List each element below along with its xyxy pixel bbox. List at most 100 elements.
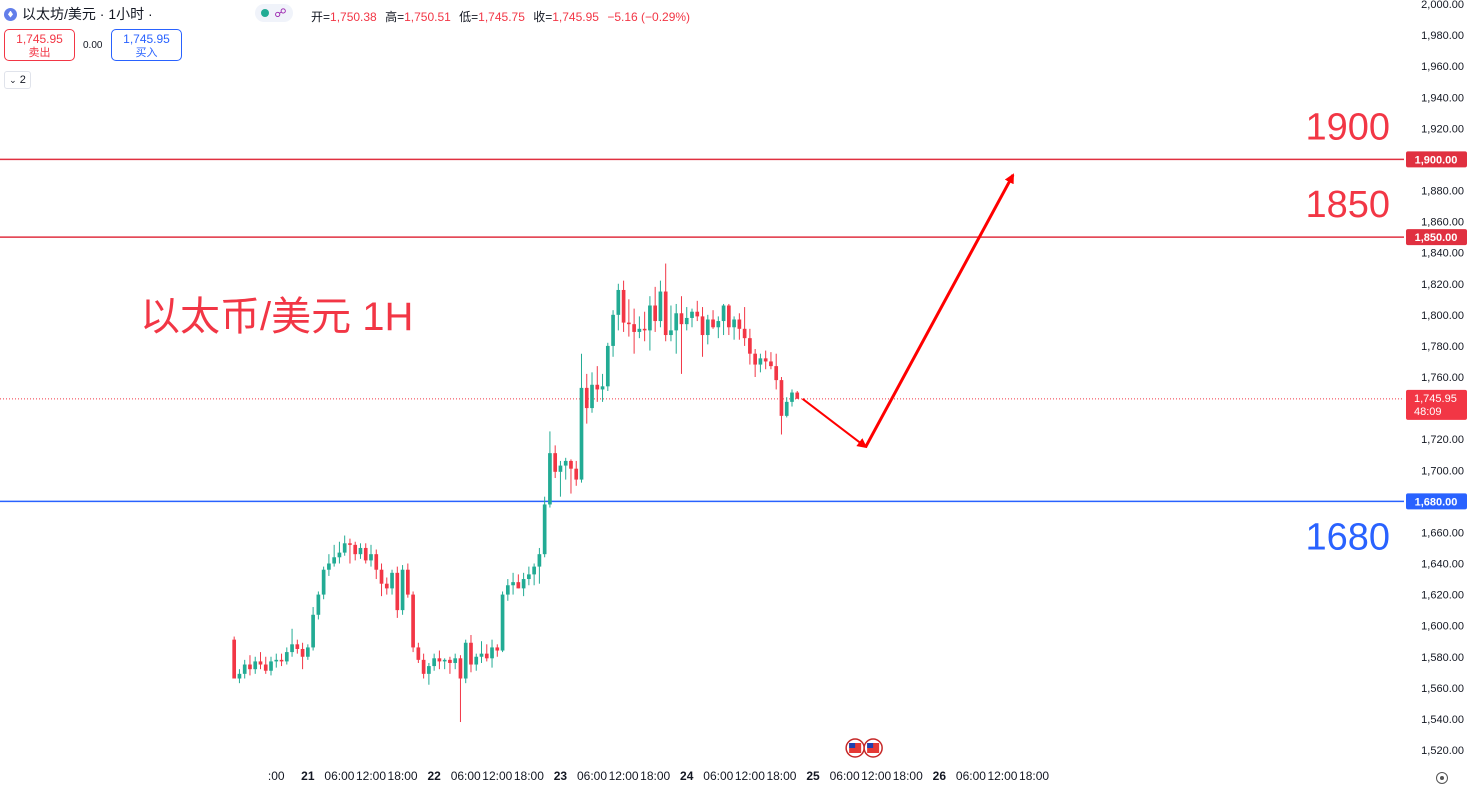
- buy-button[interactable]: 1,745.95 买入: [111, 29, 182, 61]
- candle-body[interactable]: [690, 311, 694, 318]
- candle-body[interactable]: [311, 614, 315, 648]
- candle-body[interactable]: [469, 642, 473, 665]
- candle-body[interactable]: [495, 647, 500, 651]
- candle-body[interactable]: [748, 338, 752, 354]
- candle-body[interactable]: [548, 453, 552, 505]
- candle-body[interactable]: [374, 554, 379, 570]
- candle-body[interactable]: [611, 314, 615, 346]
- candle-body[interactable]: [758, 358, 763, 365]
- candle-body[interactable]: [353, 544, 358, 555]
- candle-body[interactable]: [442, 659, 447, 662]
- candle-body[interactable]: [774, 366, 779, 381]
- indicators-toggle[interactable]: ⌄ 2: [4, 71, 31, 89]
- candle-body[interactable]: [637, 328, 642, 332]
- candle-body[interactable]: [279, 659, 284, 662]
- candle-body[interactable]: [390, 572, 394, 589]
- candle-body[interactable]: [400, 569, 405, 611]
- candle-body[interactable]: [527, 574, 531, 580]
- candle-body[interactable]: [684, 317, 689, 325]
- candle-body[interactable]: [490, 647, 494, 659]
- candle-body[interactable]: [321, 569, 326, 595]
- candle-body[interactable]: [295, 644, 300, 649]
- candle-body[interactable]: [337, 552, 342, 558]
- candle-body[interactable]: [300, 648, 305, 657]
- candle-body[interactable]: [726, 305, 731, 328]
- candle-body[interactable]: [405, 569, 410, 595]
- candle-body[interactable]: [232, 639, 237, 679]
- market-status[interactable]: ☍: [255, 4, 293, 22]
- candle-body[interactable]: [521, 579, 526, 589]
- candle-body[interactable]: [316, 594, 321, 615]
- candle-body[interactable]: [263, 664, 268, 671]
- candle-body[interactable]: [742, 328, 747, 339]
- candle-body[interactable]: [732, 319, 736, 328]
- candle-body[interactable]: [679, 313, 684, 325]
- candle-body[interactable]: [616, 289, 621, 315]
- candle-body[interactable]: [369, 554, 373, 561]
- candle-body[interactable]: [348, 543, 352, 545]
- candle-body[interactable]: [432, 658, 436, 667]
- candle-body[interactable]: [795, 392, 800, 399]
- candle-body[interactable]: [653, 305, 658, 322]
- candle-body[interactable]: [658, 291, 663, 322]
- candle-body[interactable]: [448, 659, 452, 663]
- candle-body[interactable]: [248, 664, 252, 670]
- candle-body[interactable]: [569, 460, 573, 469]
- candle-body[interactable]: [332, 557, 337, 564]
- candle-body[interactable]: [342, 543, 347, 553]
- candle-body[interactable]: [500, 594, 505, 651]
- candle-body[interactable]: [790, 392, 794, 402]
- candle-body[interactable]: [779, 380, 784, 416]
- symbol-header[interactable]: 以太坊/美元 · 1小时 ·: [4, 5, 153, 23]
- candle-body[interactable]: [642, 328, 647, 331]
- symbol-title[interactable]: 以太坊/美元 · 1小时 ·: [22, 6, 153, 22]
- candle-body[interactable]: [505, 585, 510, 595]
- candle-body[interactable]: [537, 554, 542, 567]
- share-icon[interactable]: ☍: [274, 6, 287, 20]
- candle-body[interactable]: [511, 582, 515, 586]
- candle-body[interactable]: [669, 330, 673, 336]
- candle-body[interactable]: [358, 547, 363, 555]
- candle-body[interactable]: [648, 305, 652, 331]
- candle-body[interactable]: [711, 319, 715, 328]
- candle-body[interactable]: [716, 321, 721, 328]
- candle-body[interactable]: [484, 653, 489, 659]
- candle-body[interactable]: [411, 594, 415, 648]
- sell-button[interactable]: 1,745.95 卖出: [4, 29, 75, 61]
- candle-body[interactable]: [721, 305, 726, 322]
- candle-body[interactable]: [595, 384, 600, 390]
- candle-body[interactable]: [705, 319, 710, 336]
- candle-body[interactable]: [632, 324, 636, 332]
- settings-gear-icon[interactable]: [1436, 772, 1448, 784]
- candle-body[interactable]: [621, 289, 626, 323]
- candle-body[interactable]: [458, 658, 463, 679]
- candle-body[interactable]: [584, 387, 589, 409]
- candle-body[interactable]: [737, 319, 742, 329]
- candle-body[interactable]: [453, 658, 458, 663]
- candle-body[interactable]: [532, 566, 536, 575]
- candle-body[interactable]: [542, 504, 547, 555]
- candle-body[interactable]: [274, 659, 279, 662]
- candle-body[interactable]: [258, 661, 263, 665]
- candle-body[interactable]: [379, 569, 384, 584]
- candle-body[interactable]: [784, 401, 789, 416]
- candle-body[interactable]: [474, 656, 479, 665]
- candle-body[interactable]: [605, 345, 610, 387]
- candle-body[interactable]: [516, 582, 521, 589]
- candle-body[interactable]: [427, 666, 431, 674]
- candle-body[interactable]: [663, 291, 668, 336]
- candle-body[interactable]: [590, 384, 594, 409]
- candle-body[interactable]: [579, 387, 584, 480]
- candle-body[interactable]: [269, 661, 273, 671]
- candle-body[interactable]: [463, 642, 468, 679]
- candle-body[interactable]: [290, 644, 294, 653]
- candle-body[interactable]: [237, 673, 242, 679]
- candle-body[interactable]: [574, 468, 579, 480]
- candle-body[interactable]: [600, 386, 605, 390]
- candle-body[interactable]: [253, 661, 258, 670]
- candle-body[interactable]: [327, 563, 331, 570]
- candle-body[interactable]: [242, 664, 247, 674]
- candle-body[interactable]: [553, 453, 558, 472]
- candle-body[interactable]: [395, 572, 400, 611]
- candle-body[interactable]: [627, 322, 631, 325]
